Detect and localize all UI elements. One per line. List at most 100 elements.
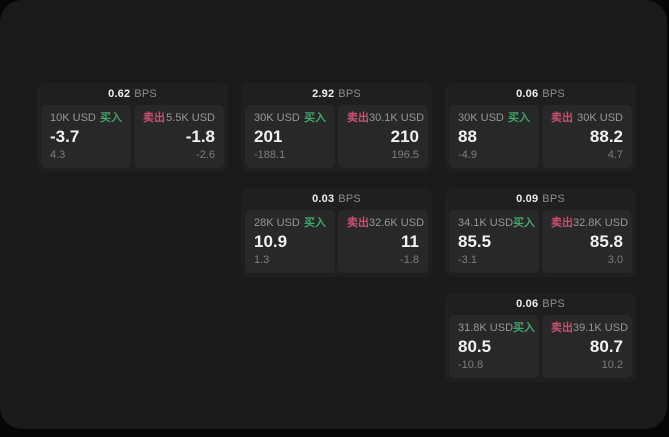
sell-delta: -1.8 [400,254,419,266]
buy-panel[interactable]: 31.8K USD 买入 80.5 -10.8 [449,315,539,378]
quote-card: 0.06 BPS 30K USD 买入 88 -4.9 卖出 30K USD [445,83,636,172]
sell-side-label: 卖出 [551,112,573,124]
buy-delta: -3.1 [458,254,477,266]
buy-panel-top: 30K USD 买入 [254,112,326,125]
sell-panel-top: 卖出 32.6K USD [347,217,424,230]
sell-delta: 3.0 [607,254,623,266]
sell-side-label: 卖出 [143,112,165,124]
sell-notional: 32.6K USD [369,217,425,229]
sell-delta: 4.7 [607,149,623,161]
sell-price: 80.7 [589,337,623,356]
buy-notional: 30K USD [254,112,300,124]
sell-panel[interactable]: 卖出 5.5K USD -1.8 -2.6 [134,105,224,168]
buy-price: 80.5 [458,337,492,356]
quote-card: 0.06 BPS 31.8K USD 买入 80.5 -10.8 卖出 39.1… [445,293,636,382]
bps-value: 0.06 [516,298,539,310]
buy-panel[interactable]: 30K USD 买入 201 -188.1 [245,105,335,168]
bps-unit-label: BPS [542,298,565,310]
quote-card: 0.03 BPS 28K USD 买入 10.9 1.3 卖出 32.6K US… [241,188,432,277]
card-header: 0.06 BPS [445,83,636,105]
buy-delta: 4.3 [50,149,66,161]
sell-delta: 196.5 [391,149,419,161]
sell-side-label: 卖出 [347,217,369,229]
buy-delta: -4.9 [458,149,477,161]
sell-panel-top: 卖出 5.5K USD [143,112,215,125]
bps-unit-label: BPS [542,193,565,205]
buy-price: 88 [458,127,477,146]
buy-notional: 31.8K USD [458,322,514,334]
card-body: 31.8K USD 买入 80.5 -10.8 卖出 39.1K USD 80.… [445,315,636,382]
card-body: 28K USD 买入 10.9 1.3 卖出 32.6K USD 11 -1.8 [241,210,432,277]
bps-unit-label: BPS [338,193,361,205]
buy-side-label: 买入 [513,322,536,334]
sell-notional: 30K USD [577,112,623,124]
sell-panel-top: 卖出 30.1K USD [347,112,424,125]
quote-grid: 0.62 BPS 10K USD 买入 -3.7 4.3 卖出 5.5K USD [37,83,636,382]
sell-price: -1.8 [185,127,215,146]
buy-panel[interactable]: 10K USD 买入 -3.7 4.3 [41,105,131,168]
sell-panel[interactable]: 卖出 39.1K USD 80.7 10.2 [542,315,632,378]
buy-side-label: 买入 [508,112,530,124]
bps-unit-label: BPS [134,88,157,100]
buy-side-label: 买入 [304,112,326,124]
card-header: 0.62 BPS [37,83,228,105]
buy-panel-top: 34.1K USD 买入 [458,217,535,230]
sell-price: 210 [390,127,419,146]
buy-notional: 34.1K USD [458,217,514,229]
sell-side-label: 卖出 [347,112,369,124]
buy-delta: -188.1 [254,149,286,161]
buy-side-label: 买入 [513,217,536,229]
card-header: 0.06 BPS [445,293,636,315]
buy-notional: 30K USD [458,112,504,124]
card-body: 10K USD 买入 -3.7 4.3 卖出 5.5K USD -1.8 -2.… [37,105,228,172]
buy-price: -3.7 [50,127,80,146]
buy-price: 85.5 [458,232,492,251]
buy-panel[interactable]: 30K USD 买入 88 -4.9 [449,105,539,168]
sell-notional: 5.5K USD [166,112,215,124]
buy-side-label: 买入 [100,112,122,124]
buy-panel-top: 10K USD 买入 [50,112,122,125]
buy-notional: 10K USD [50,112,96,124]
sell-side-label: 卖出 [551,217,573,229]
sell-panel-top: 卖出 30K USD [551,112,623,125]
buy-delta: -10.8 [458,359,484,371]
buy-notional: 28K USD [254,217,300,229]
quote-card: 0.09 BPS 34.1K USD 买入 85.5 -3.1 卖出 32.8K… [445,188,636,277]
bps-value: 2.92 [312,88,335,100]
sell-panel[interactable]: 卖出 30K USD 88.2 4.7 [542,105,632,168]
buy-panel[interactable]: 34.1K USD 买入 85.5 -3.1 [449,210,539,273]
buy-price: 201 [254,127,283,146]
quote-card: 0.62 BPS 10K USD 买入 -3.7 4.3 卖出 5.5K USD [37,83,228,172]
buy-panel-top: 30K USD 买入 [458,112,530,125]
card-body: 30K USD 买入 88 -4.9 卖出 30K USD 88.2 4.7 [445,105,636,172]
sell-price: 11 [401,232,419,251]
buy-panel-top: 31.8K USD 买入 [458,322,535,335]
sell-price: 88.2 [589,127,623,146]
sell-panel-top: 卖出 39.1K USD [551,322,628,335]
buy-price: 10.9 [254,232,288,251]
sell-panel-top: 卖出 32.8K USD [551,217,628,230]
bps-value: 0.03 [312,193,335,205]
quote-card: 2.92 BPS 30K USD 买入 201 -188.1 卖出 30.1K … [241,83,432,172]
sell-panel[interactable]: 卖出 32.6K USD 11 -1.8 [338,210,428,273]
bps-unit-label: BPS [542,88,565,100]
card-body: 34.1K USD 买入 85.5 -3.1 卖出 32.8K USD 85.8… [445,210,636,277]
bps-value: 0.62 [108,88,131,100]
buy-panel[interactable]: 28K USD 买入 10.9 1.3 [245,210,335,273]
sell-notional: 39.1K USD [573,322,629,334]
buy-panel-top: 28K USD 买入 [254,217,326,230]
app-window: 0.62 BPS 10K USD 买入 -3.7 4.3 卖出 5.5K USD [0,0,667,429]
sell-delta: -2.6 [196,149,215,161]
card-header: 0.09 BPS [445,188,636,210]
card-body: 30K USD 买入 201 -188.1 卖出 30.1K USD 210 1… [241,105,432,172]
bps-unit-label: BPS [338,88,361,100]
sell-notional: 30.1K USD [369,112,425,124]
sell-panel[interactable]: 卖出 32.8K USD 85.8 3.0 [542,210,632,273]
buy-delta: 1.3 [254,254,270,266]
card-header: 0.03 BPS [241,188,432,210]
sell-delta: 10.2 [601,359,623,371]
bps-value: 0.06 [516,88,539,100]
sell-panel[interactable]: 卖出 30.1K USD 210 196.5 [338,105,428,168]
bps-value: 0.09 [516,193,539,205]
card-header: 2.92 BPS [241,83,432,105]
